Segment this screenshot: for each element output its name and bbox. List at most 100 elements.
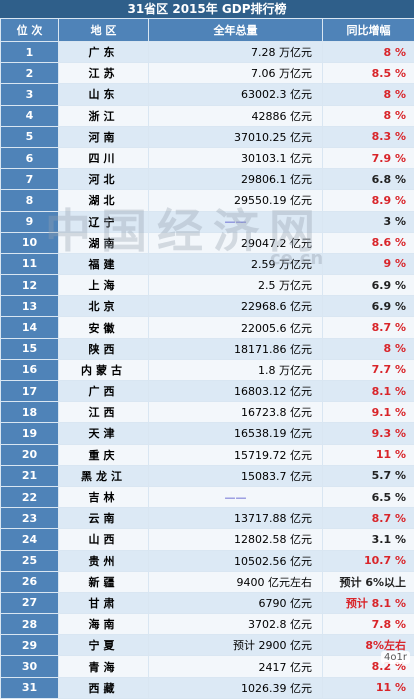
rank-cell: 2 (1, 63, 59, 84)
growth-cell: 8.7 % (323, 317, 414, 338)
rank-cell: 5 (1, 126, 59, 147)
gdp-cell: 37010.25 亿元 (149, 126, 323, 147)
growth-cell: 8 % (323, 338, 414, 359)
growth-cell: 10.7 % (323, 550, 414, 571)
growth-cell: 8.1 % (323, 381, 414, 402)
province-cell: 浙江 (59, 105, 149, 126)
rank-cell: 4 (1, 105, 59, 126)
gdp-cell: 15719.72 亿元 (149, 444, 323, 465)
growth-cell: 9 % (323, 253, 414, 274)
growth-cell: 8 % (323, 105, 414, 126)
rank-cell: 19 (1, 423, 59, 444)
growth-cell: 8.3 % (323, 126, 414, 147)
gdp-cell: 63002.3 亿元 (149, 84, 323, 105)
province-cell: 广东 (59, 42, 149, 63)
rank-cell: 7 (1, 169, 59, 190)
gdp-cell: 3702.8 亿元 (149, 614, 323, 635)
table-header: 位 次 地 区 全年总量 同比增幅 (1, 19, 414, 42)
rank-cell: 20 (1, 444, 59, 465)
gdp-cell: 16723.8 亿元 (149, 402, 323, 423)
growth-cell: 3 % (323, 211, 414, 232)
province-cell: 江苏 (59, 63, 149, 84)
rank-cell: 26 (1, 571, 59, 592)
growth-cell: 7.8 % (323, 614, 414, 635)
province-cell: 河南 (59, 126, 149, 147)
rank-cell: 24 (1, 529, 59, 550)
gdp-cell: 29047.2 亿元 (149, 232, 323, 253)
province-cell: 重庆 (59, 444, 149, 465)
growth-cell: 9.1 % (323, 402, 414, 423)
growth-cell: 11 % (323, 677, 414, 698)
rank-cell: 23 (1, 508, 59, 529)
province-cell: 甘肃 (59, 592, 149, 613)
province-cell: 云南 (59, 508, 149, 529)
rank-cell: 9 (1, 211, 59, 232)
gdp-cell: 1026.39 亿元 (149, 677, 323, 698)
header-gdp: 全年总量 (149, 19, 323, 42)
rank-cell: 15 (1, 338, 59, 359)
gdp-cell: 9400 亿元左右 (149, 571, 323, 592)
growth-cell: 8 % (323, 84, 414, 105)
rank-cell: 27 (1, 592, 59, 613)
province-cell: 福建 (59, 253, 149, 274)
growth-cell: 6.9 % (323, 275, 414, 296)
header-growth: 同比增幅 (323, 19, 414, 42)
rank-cell: 13 (1, 296, 59, 317)
growth-cell: 8.7 % (323, 508, 414, 529)
growth-cell: 11 % (323, 444, 414, 465)
rank-cell: 1 (1, 42, 59, 63)
corner-badge: 4o1r (381, 651, 410, 664)
table-title: 31省区 2015年 GDP排行榜 (0, 0, 414, 18)
gdp-cell: 16538.19 亿元 (149, 423, 323, 444)
rank-cell: 6 (1, 147, 59, 168)
province-cell: 江西 (59, 402, 149, 423)
gdp-cell: 30103.1 亿元 (149, 147, 323, 168)
rank-cell: 12 (1, 275, 59, 296)
growth-cell: 7.7 % (323, 359, 414, 380)
rank-cell: 28 (1, 614, 59, 635)
growth-cell: 8.9 % (323, 190, 414, 211)
gdp-cell: 7.28 万亿元 (149, 42, 323, 63)
rank-cell: 25 (1, 550, 59, 571)
province-cell: 河北 (59, 169, 149, 190)
gdp-cell: 15083.7 亿元 (149, 465, 323, 486)
gdp-cell: 7.06 万亿元 (149, 63, 323, 84)
province-cell: 海南 (59, 614, 149, 635)
province-cell: 贵州 (59, 550, 149, 571)
province-cell: 陕西 (59, 338, 149, 359)
growth-cell: 8 % (323, 42, 414, 63)
rank-cell: 10 (1, 232, 59, 253)
growth-cell: 6.9 % (323, 296, 414, 317)
gdp-cell: 16803.12 亿元 (149, 381, 323, 402)
province-cell: 安徽 (59, 317, 149, 338)
gdp-cell: 10502.56 亿元 (149, 550, 323, 571)
province-cell: 西藏 (59, 677, 149, 698)
province-cell: 山西 (59, 529, 149, 550)
province-cell: 湖北 (59, 190, 149, 211)
growth-cell: 6.5 % (323, 486, 414, 507)
gdp-cell: —— (149, 486, 323, 507)
growth-cell: 7.9 % (323, 147, 414, 168)
gdp-cell: 42886 亿元 (149, 105, 323, 126)
